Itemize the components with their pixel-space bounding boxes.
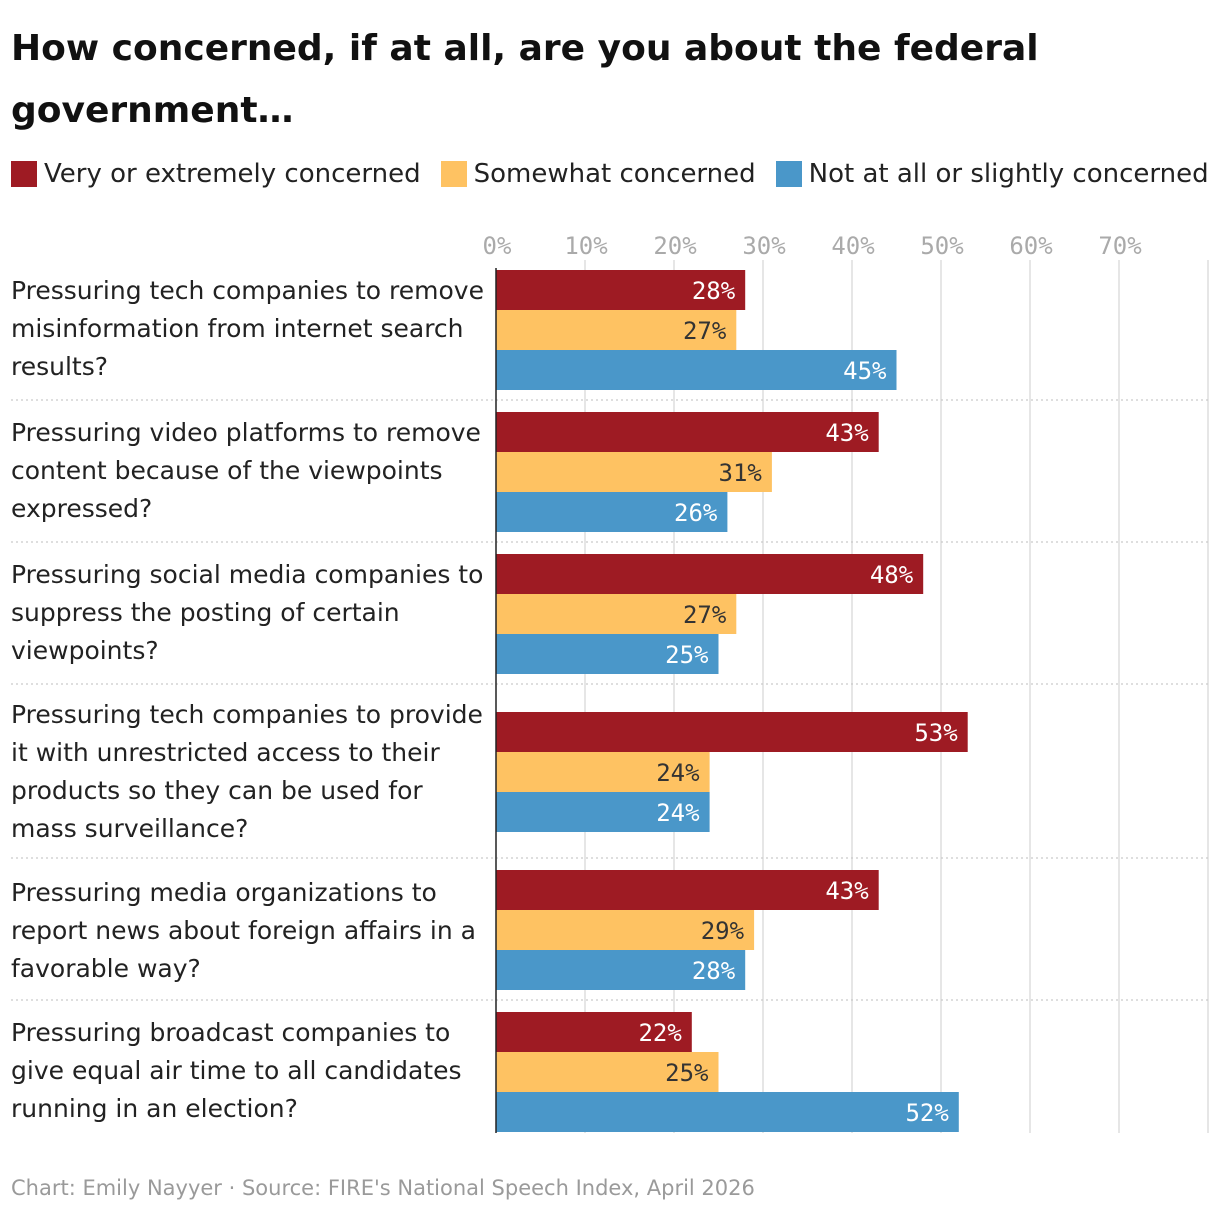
- bar-very: [496, 270, 746, 310]
- bar-value-label: 28%: [692, 277, 736, 305]
- bar-value-label: 29%: [701, 917, 745, 945]
- legend-swatch: [775, 161, 802, 187]
- bar-value-label: 43%: [825, 877, 869, 905]
- category-label: Pressuring tech companies to provide it …: [11, 700, 483, 843]
- bar-not: [496, 1092, 959, 1132]
- bar-value-label: 43%: [825, 419, 869, 447]
- bar-somewhat: [496, 452, 772, 492]
- bar-value-label: 25%: [665, 1059, 709, 1087]
- bar-somewhat: [496, 910, 755, 950]
- bar-somewhat: [496, 594, 737, 634]
- legend-item: Not at all or slightly concerned: [775, 159, 1209, 189]
- bar-value-label: 52%: [905, 1099, 949, 1127]
- bar-very: [496, 712, 968, 752]
- bar-somewhat: [496, 1052, 719, 1092]
- category-label: Pressuring social media companies to sup…: [11, 560, 484, 665]
- bar-value-label: 27%: [683, 317, 727, 345]
- bar-very: [496, 870, 879, 910]
- bar-very: [496, 412, 879, 452]
- legend: Very or extremely concerned Somewhat conc…: [11, 156, 1220, 192]
- bar-value-label: 25%: [665, 641, 709, 669]
- bar-value-label: 48%: [870, 561, 914, 589]
- bar-value-label: 45%: [843, 357, 887, 385]
- bar-not: [496, 792, 710, 832]
- legend-swatch: [440, 161, 467, 187]
- category-label: Pressuring broadcast companies to give e…: [11, 1018, 462, 1123]
- legend-item: Somewhat concerned: [440, 159, 756, 189]
- x-tick-label: 20%: [653, 232, 697, 260]
- bar-very: [496, 1012, 692, 1052]
- bar-not: [496, 350, 897, 390]
- legend-label: Somewhat concerned: [473, 159, 756, 189]
- legend-item: Very or extremely concerned: [11, 159, 421, 189]
- legend-label: Very or extremely concerned: [44, 159, 421, 189]
- x-tick-label: 70%: [1098, 232, 1142, 260]
- x-tick-label: 60%: [1009, 232, 1053, 260]
- chart-title: How concerned, if at all, are you about …: [11, 28, 1039, 131]
- category-label: Pressuring media organizations to report…: [11, 878, 476, 983]
- bar-value-label: 22%: [638, 1019, 682, 1047]
- x-tick-label: 40%: [831, 232, 875, 260]
- bar-value-label: 26%: [674, 499, 718, 527]
- x-tick-label: 10%: [564, 232, 608, 260]
- bar-not: [496, 634, 719, 674]
- category-label: Pressuring video platforms to remove con…: [11, 418, 481, 523]
- bar-value-label: 24%: [656, 759, 700, 787]
- legend-swatch: [11, 161, 37, 187]
- bar-value-label: 31%: [719, 459, 763, 487]
- bar-value-label: 27%: [683, 601, 727, 629]
- bar-value-label: 28%: [692, 957, 736, 985]
- x-tick-label: 50%: [920, 232, 964, 260]
- bar-somewhat: [496, 752, 710, 792]
- bar-value-label: 53%: [914, 719, 958, 747]
- x-tick-label: 30%: [742, 232, 786, 260]
- legend-label: Not at all or slightly concerned: [808, 159, 1209, 189]
- x-tick-label: 0%: [483, 232, 512, 260]
- bar-very: [496, 554, 924, 594]
- category-label: Pressuring tech companies to remove misi…: [11, 276, 484, 381]
- bar-not: [496, 950, 746, 990]
- chart-source-footer: Chart: Emily Nayyer · Source: FIRE's Nat…: [11, 1176, 755, 1200]
- bar-somewhat: [496, 310, 737, 350]
- bar-value-label: 24%: [656, 799, 700, 827]
- bar-not: [496, 492, 728, 532]
